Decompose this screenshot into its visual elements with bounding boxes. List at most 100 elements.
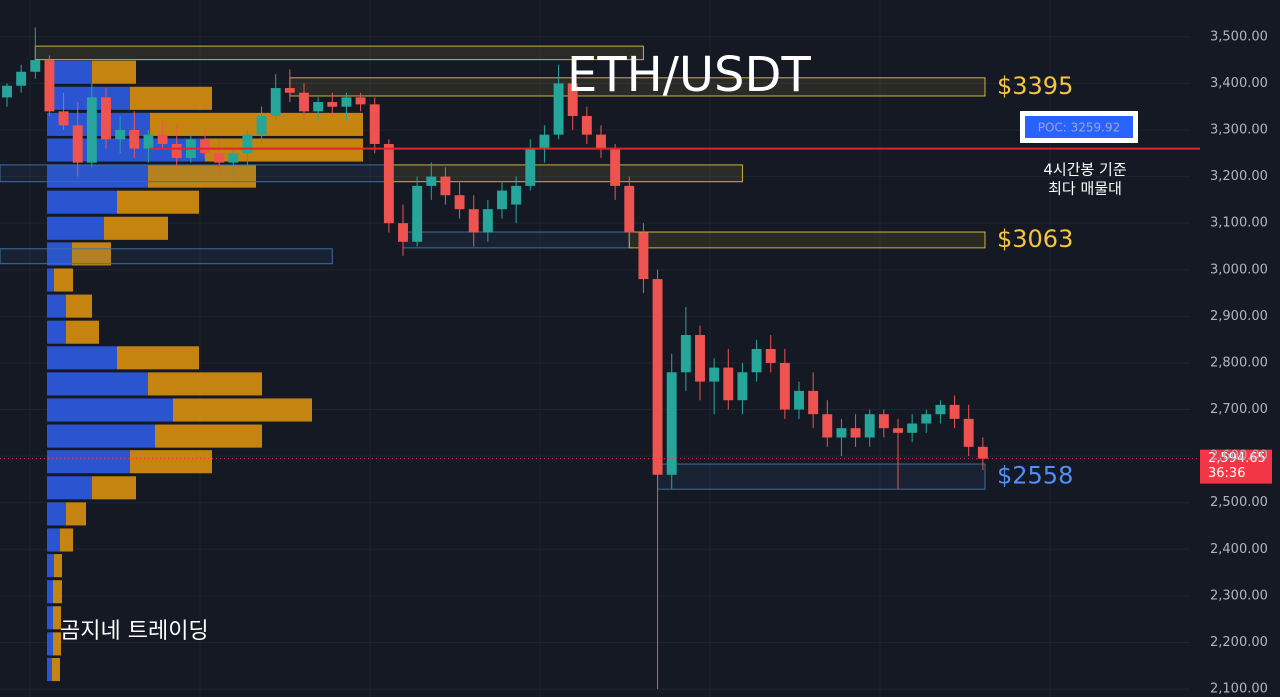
last-price-label: 2,594.65 (1208, 451, 1266, 466)
candle-body (850, 428, 861, 438)
candle-body (468, 209, 479, 233)
candle-body (949, 404, 960, 419)
candle-body (525, 148, 536, 186)
zone-label: $3395 (997, 72, 1073, 100)
profile-sell (52, 657, 60, 682)
candle-body (666, 372, 677, 475)
profile-sell (53, 580, 62, 604)
y-tick-label: 2,400.00 (1210, 542, 1268, 557)
profile-buy (47, 632, 53, 656)
y-tick-label: 2,700.00 (1210, 402, 1268, 417)
profile-buy (47, 424, 155, 448)
candle-body (737, 372, 748, 401)
profile-sell (54, 268, 73, 292)
candle-body (143, 134, 154, 149)
profile-buy (47, 450, 130, 474)
profile-buy (47, 216, 104, 240)
profile-sell (53, 632, 61, 656)
candle-body (482, 209, 493, 233)
candle-body (270, 88, 281, 117)
zone (0, 248, 333, 265)
candle-body (610, 148, 621, 186)
profile-buy (47, 398, 173, 422)
candle-body (454, 195, 465, 210)
candle-body (878, 414, 889, 429)
profile-sell (66, 502, 86, 526)
candle-body (228, 153, 239, 163)
candle-body (44, 60, 55, 112)
candle-body (157, 134, 168, 144)
candle-body (299, 92, 309, 112)
candle-body (907, 423, 918, 433)
profile-sell (148, 372, 262, 396)
candle-body (652, 279, 663, 475)
y-tick-label: 2,900.00 (1210, 309, 1268, 324)
candle-body (129, 129, 140, 149)
profile-buy (47, 60, 92, 84)
candle-body (581, 116, 592, 135)
candle-body (638, 232, 649, 280)
profile-sell (66, 320, 99, 344)
profile-buy (47, 528, 60, 552)
candle-body (808, 390, 819, 415)
y-tick-label: 3,400.00 (1210, 76, 1268, 91)
candle-body (779, 362, 790, 410)
candle-body (596, 134, 606, 149)
candle-body (695, 334, 705, 382)
zone (628, 231, 986, 249)
candle-body (893, 428, 903, 433)
profile-buy (47, 657, 52, 682)
y-tick-label: 3,000.00 (1210, 262, 1268, 277)
candle-body (16, 71, 27, 86)
candle-body (242, 134, 253, 154)
last-price-box (1200, 449, 1272, 484)
candle-body (369, 104, 380, 144)
profile-buy (47, 242, 72, 266)
candle-body (751, 348, 762, 373)
profile-sell (130, 450, 212, 474)
y-tick-label: 3,300.00 (1210, 122, 1268, 137)
candle-body (963, 418, 974, 447)
candle-body (765, 348, 776, 363)
profile-sell (117, 346, 199, 370)
candle-body (822, 414, 833, 438)
candle-body (864, 414, 875, 438)
profile-sell (92, 476, 136, 500)
profile-buy (47, 606, 53, 630)
zone (34, 45, 644, 61)
zone (657, 463, 986, 490)
profile-sell (155, 424, 262, 448)
candle-body (624, 185, 635, 233)
profile-sell (54, 554, 62, 578)
volume-profile (47, 60, 363, 682)
profile-sell (72, 242, 111, 266)
candle-body (567, 83, 578, 117)
candle-body (709, 367, 720, 382)
profile-sell (173, 398, 312, 422)
candle-body (497, 190, 507, 210)
y-tick-label: 2,300.00 (1210, 588, 1268, 603)
candle-body (355, 97, 366, 105)
candle-body (539, 134, 550, 149)
poc-label: POC: 3259.92 (1038, 121, 1121, 135)
candle-body (2, 85, 12, 98)
zone (402, 231, 630, 249)
candle-body (313, 102, 324, 112)
profile-sell (53, 606, 61, 630)
candle-body (383, 143, 394, 224)
candle-body (921, 414, 932, 424)
candle-body (412, 185, 423, 242)
candle-body (440, 176, 451, 196)
y-tick-label: 2,500.00 (1210, 495, 1268, 510)
candle-body (723, 367, 734, 401)
candle-body (101, 97, 111, 140)
y-tick-label: 2,600.00 (1210, 449, 1268, 464)
candle-body (398, 223, 408, 242)
profile-buy (47, 476, 92, 500)
y-tick-label: 3,100.00 (1210, 216, 1268, 231)
y-tick-label: 3,500.00 (1210, 29, 1268, 44)
profile-sell (150, 112, 363, 136)
